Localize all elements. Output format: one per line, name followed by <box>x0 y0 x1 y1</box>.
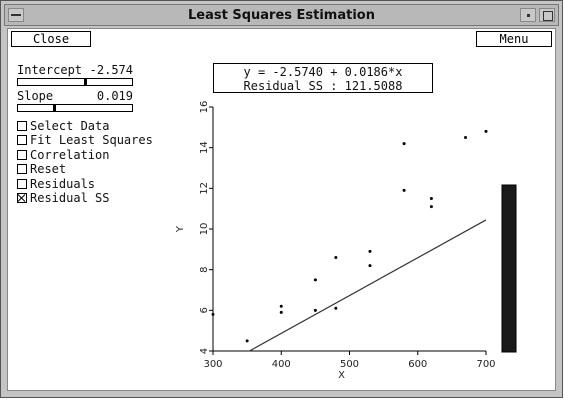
data-point[interactable] <box>313 308 317 312</box>
option-label: Residual SS <box>30 190 110 205</box>
main-panel: Close Menu Intercept -2.574 Slope 0.019 … <box>7 28 556 391</box>
data-point[interactable] <box>334 306 338 310</box>
y-axis-ticks: 4 6 8 10 12 14 16 <box>199 101 213 354</box>
equation-display: y = -2.5740 + 0.0186*x Residual SS : 121… <box>213 63 433 93</box>
y-axis-label: Y <box>175 225 186 233</box>
slope-slider-thumb[interactable] <box>53 104 57 112</box>
y-tick-label: 16 <box>199 101 210 114</box>
x-tick-label: 600 <box>408 359 427 370</box>
option-fit-least-squares[interactable]: Fit Least Squares <box>17 133 153 147</box>
data-point[interactable] <box>429 205 433 209</box>
residual-ss-bar <box>501 184 517 353</box>
data-point[interactable] <box>279 310 283 314</box>
option-label: Reset <box>30 162 67 177</box>
intercept-value: -2.574 <box>89 63 133 77</box>
y-tick-label: 14 <box>199 141 210 154</box>
options-list: Select Data Fit Least Squares Correlatio… <box>17 119 153 205</box>
checkbox[interactable] <box>17 149 27 160</box>
fit-line[interactable] <box>249 219 487 352</box>
option-residual-ss[interactable]: Residual SS <box>17 191 153 205</box>
minimize-icon <box>527 14 530 17</box>
data-point[interactable] <box>279 304 283 308</box>
slope-slider[interactable] <box>17 104 133 112</box>
option-select-data[interactable]: Select Data <box>17 119 153 133</box>
menu-button[interactable]: Menu <box>476 31 552 47</box>
intercept-label: Intercept <box>17 63 83 77</box>
title-bar[interactable]: Least Squares Estimation <box>4 4 559 26</box>
maximize-button[interactable] <box>539 8 555 22</box>
slope-label: Slope <box>17 89 54 103</box>
option-label: Correlation <box>30 147 110 162</box>
window-menu-icon <box>11 14 21 16</box>
y-tick-label: 8 <box>199 266 210 272</box>
checkbox[interactable] <box>17 178 27 189</box>
x-axis-label: X <box>338 370 345 381</box>
intercept-slider-thumb[interactable] <box>84 78 88 86</box>
x-tick-label: 300 <box>203 359 222 370</box>
y-tick-label: 6 <box>199 307 210 313</box>
data-point[interactable] <box>334 255 338 259</box>
data-point[interactable] <box>245 339 249 343</box>
data-point[interactable] <box>464 136 468 139</box>
data-points <box>211 129 488 343</box>
data-point[interactable] <box>368 264 372 268</box>
option-reset[interactable]: Reset <box>17 162 153 176</box>
checkbox[interactable] <box>17 121 27 131</box>
option-label: Fit Least Squares <box>30 133 153 148</box>
option-label: Residuals <box>30 176 96 191</box>
data-point[interactable] <box>429 197 433 200</box>
x-tick-label: 700 <box>476 359 495 370</box>
maximize-icon <box>543 11 553 21</box>
slope-value: 0.019 <box>96 89 133 103</box>
data-point[interactable] <box>402 142 406 146</box>
window-title: Least Squares Estimation <box>187 8 375 23</box>
minimize-button[interactable] <box>520 8 536 22</box>
residual-ss-text: Residual SS : 121.5088 <box>243 79 403 93</box>
close-button[interactable]: Close <box>11 31 91 47</box>
data-point[interactable] <box>313 278 317 282</box>
option-label: Select Data <box>30 119 110 133</box>
y-tick-label: 12 <box>199 182 210 195</box>
data-point[interactable] <box>368 249 372 253</box>
data-point[interactable] <box>484 129 488 133</box>
x-tick-label: 500 <box>340 359 359 370</box>
checkbox[interactable] <box>17 192 27 203</box>
y-tick-label: 4 <box>199 348 210 354</box>
checkbox[interactable] <box>17 164 27 175</box>
x-tick-label: 400 <box>272 359 291 370</box>
checkbox[interactable] <box>17 135 27 146</box>
y-tick-label: 10 <box>199 223 210 236</box>
option-correlation[interactable]: Correlation <box>17 148 153 162</box>
intercept-slider[interactable] <box>17 78 133 86</box>
window-menu-button[interactable] <box>8 8 24 22</box>
option-residuals[interactable]: Residuals <box>17 177 153 191</box>
scatter-plot[interactable]: 300 400 500 600 700 4 6 8 10 12 14 16 X Y <box>8 29 555 390</box>
x-axis-ticks: 300 400 500 600 700 <box>203 351 496 370</box>
data-point[interactable] <box>211 312 215 316</box>
data-point[interactable] <box>402 188 406 192</box>
equation-text: y = -2.5740 + 0.0186*x <box>243 65 403 79</box>
